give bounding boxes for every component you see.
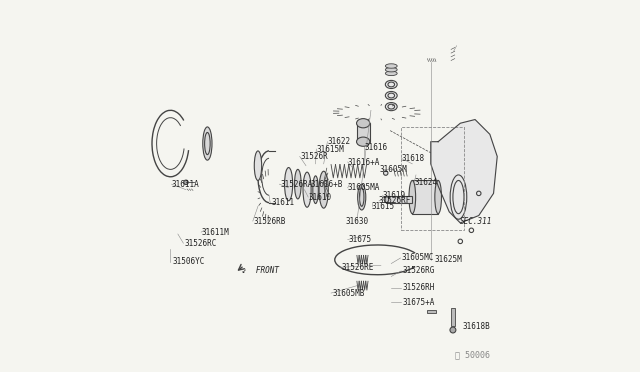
Text: 31605M: 31605M — [379, 165, 407, 174]
Ellipse shape — [303, 172, 311, 207]
Ellipse shape — [385, 67, 397, 72]
Text: ⤳ 50006: ⤳ 50006 — [455, 350, 490, 359]
Text: 31506YC: 31506YC — [172, 257, 205, 266]
Text: 31622: 31622 — [328, 137, 351, 146]
Text: 31611A: 31611A — [172, 180, 199, 189]
Ellipse shape — [319, 171, 328, 208]
Text: 31610: 31610 — [309, 193, 332, 202]
Text: 31605MB: 31605MB — [333, 289, 365, 298]
Bar — [387, 196, 412, 203]
Ellipse shape — [385, 80, 397, 89]
Text: 31624: 31624 — [414, 178, 437, 187]
Ellipse shape — [383, 171, 388, 175]
Bar — [412, 180, 438, 214]
Text: 31526RG: 31526RG — [403, 266, 435, 275]
Ellipse shape — [294, 169, 301, 199]
Text: 31625M: 31625M — [435, 255, 462, 264]
Ellipse shape — [384, 196, 388, 203]
Text: 31526RH: 31526RH — [403, 283, 435, 292]
Text: 31526RA: 31526RA — [280, 180, 313, 189]
Text: 31526RF: 31526RF — [378, 196, 411, 205]
Text: 31526R: 31526R — [301, 152, 328, 161]
Text: 31618B: 31618B — [462, 322, 490, 331]
Ellipse shape — [285, 167, 292, 201]
Ellipse shape — [254, 151, 262, 180]
Text: 31526RE: 31526RE — [341, 263, 374, 272]
Text: SEC.311: SEC.311 — [460, 217, 493, 225]
Bar — [427, 310, 436, 313]
Text: 31618: 31618 — [401, 154, 424, 163]
Circle shape — [450, 327, 456, 333]
Text: 31611: 31611 — [271, 198, 294, 207]
Text: 31675: 31675 — [349, 235, 372, 244]
Text: 31526RC: 31526RC — [184, 239, 216, 248]
Ellipse shape — [203, 127, 212, 160]
Ellipse shape — [385, 103, 397, 111]
Ellipse shape — [313, 176, 318, 203]
Text: 31630: 31630 — [346, 217, 369, 225]
Text: 31616: 31616 — [364, 143, 387, 152]
Ellipse shape — [356, 137, 370, 146]
Text: 31615: 31615 — [372, 202, 395, 211]
Ellipse shape — [358, 184, 366, 210]
Text: 31605MA: 31605MA — [348, 183, 380, 192]
Text: 31611M: 31611M — [201, 228, 229, 237]
Text: 31619: 31619 — [383, 191, 406, 200]
Circle shape — [184, 180, 188, 185]
Text: 31616+A: 31616+A — [348, 157, 380, 167]
Text: ↙  FRONT: ↙ FRONT — [243, 266, 280, 275]
Text: 31675+A: 31675+A — [403, 298, 435, 307]
Ellipse shape — [385, 92, 397, 100]
Ellipse shape — [409, 180, 415, 214]
Bar — [401, 127, 464, 230]
Ellipse shape — [385, 64, 397, 68]
Ellipse shape — [435, 180, 442, 214]
Text: 31615M: 31615M — [316, 145, 344, 154]
Ellipse shape — [356, 119, 370, 128]
Ellipse shape — [385, 71, 397, 76]
Text: 31616+B: 31616+B — [310, 180, 342, 189]
Bar — [451, 308, 455, 326]
Text: 31605MC: 31605MC — [401, 253, 434, 263]
Polygon shape — [431, 119, 497, 223]
Bar — [356, 123, 370, 142]
Text: 31526RB: 31526RB — [253, 217, 286, 225]
